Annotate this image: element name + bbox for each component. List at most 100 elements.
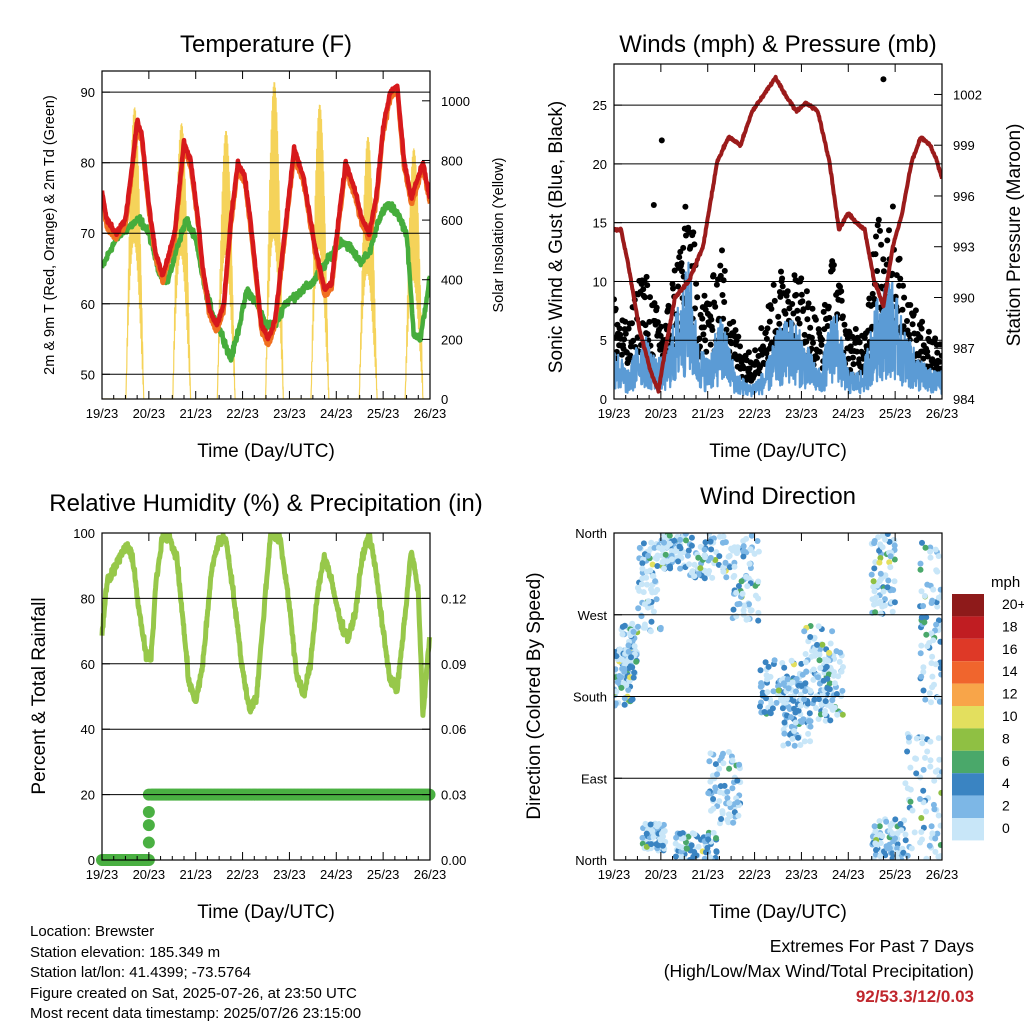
gust-point (709, 327, 716, 333)
gust-point (880, 256, 887, 263)
temperature-ylabel-left: 2m & 9m T (Red, Orange) & 2m Td (Green) (42, 95, 58, 375)
gust-point (810, 339, 816, 346)
direction-point (902, 837, 909, 844)
direction-title: Wind Direction (700, 483, 856, 510)
direction-point (755, 548, 762, 555)
gust-point (850, 361, 857, 368)
direction-point (797, 742, 804, 748)
direction-point (648, 841, 655, 848)
direction-point (659, 559, 666, 566)
y-right-tick-label: 984 (953, 392, 975, 407)
direction-point (919, 539, 925, 546)
x-tick-label: 24/23 (320, 406, 353, 421)
humidity-panel: Relative Humidity (%) & Precipitation (i… (29, 490, 483, 923)
legend-swatch (952, 594, 984, 617)
gust-point (839, 313, 846, 320)
direction-point (924, 643, 931, 650)
direction-point (709, 574, 716, 581)
winds-panel: Winds (mph) & Pressure (mb) 19/23 20/23 21… (546, 31, 1024, 462)
gust-point (874, 222, 881, 229)
gust-point (732, 327, 739, 334)
direction-point (815, 696, 822, 703)
direction-point (730, 606, 737, 613)
direction-point (827, 640, 834, 647)
direction-point (754, 538, 761, 544)
direction-point (633, 658, 640, 665)
data-timestamp: Most recent data timestamp: 2025/07/26 2… (30, 1005, 362, 1022)
direction-point (713, 848, 720, 855)
direction-point (876, 823, 883, 830)
direction-point (817, 646, 823, 653)
gust-point (896, 255, 903, 262)
y-tick-label: 80 (81, 591, 95, 606)
direction-point (690, 853, 697, 860)
direction-point (937, 638, 942, 645)
gust-point (804, 316, 811, 323)
direction-point (623, 682, 630, 689)
direction-point (712, 761, 719, 768)
gust-point (808, 334, 815, 341)
direction-point (705, 836, 712, 843)
gust-point (791, 272, 798, 279)
direction-point (825, 657, 831, 664)
gust-point (819, 336, 825, 343)
direction-point (918, 829, 925, 835)
gust-point (800, 306, 807, 313)
gust-point (869, 290, 876, 297)
gust-point (853, 348, 860, 355)
direction-point (761, 709, 768, 715)
gust-point (838, 297, 845, 304)
direction-point (904, 852, 911, 859)
direction-point (725, 811, 732, 818)
direction-point (806, 710, 813, 717)
gust-point (627, 352, 634, 359)
direction-point (814, 641, 820, 648)
gust-point (924, 353, 931, 360)
direction-point (931, 806, 938, 813)
gust-point (699, 315, 706, 322)
direction-point (927, 757, 934, 764)
direction-point (918, 614, 925, 621)
y-tick-label: 100 (73, 526, 95, 541)
legend-swatch (952, 728, 984, 751)
direction-point (932, 546, 939, 553)
direction-point (635, 623, 641, 630)
direction-point (928, 699, 934, 706)
direction-point (707, 554, 714, 561)
direction-point (930, 801, 937, 808)
gust-point (798, 275, 805, 282)
gust-point (768, 305, 775, 312)
gust-point (746, 365, 753, 372)
gust-point (644, 282, 651, 289)
gust-point (776, 320, 783, 327)
x-tick-label: 22/23 (226, 406, 259, 421)
direction-point (923, 855, 930, 860)
direction-point (731, 572, 738, 579)
direction-point (725, 749, 732, 755)
direction-point (720, 568, 727, 575)
direction-point (907, 786, 914, 793)
gust-point (703, 348, 710, 355)
direction-point (802, 680, 809, 687)
direction-plot-area (614, 533, 942, 860)
gust-point (622, 330, 629, 337)
direction-point (734, 799, 741, 806)
gust-point (710, 272, 717, 279)
direction-point (805, 718, 812, 724)
gust-point (679, 268, 685, 275)
y-right-tick-label: 0.03 (441, 788, 466, 803)
direction-point (927, 548, 934, 555)
gust-point (779, 283, 786, 290)
gust-point (614, 305, 619, 312)
direction-point (780, 742, 787, 749)
direction-point (917, 796, 923, 802)
direction-point (872, 828, 879, 834)
y-tick-label: 60 (81, 657, 95, 672)
x-tick-label: 23/23 (785, 406, 818, 421)
y-right-tick-label: 0.09 (441, 657, 466, 672)
direction-point (871, 588, 878, 595)
y-tick-label: 90 (81, 85, 95, 100)
x-tick-label: 25/23 (367, 406, 400, 421)
direction-point (818, 701, 825, 708)
